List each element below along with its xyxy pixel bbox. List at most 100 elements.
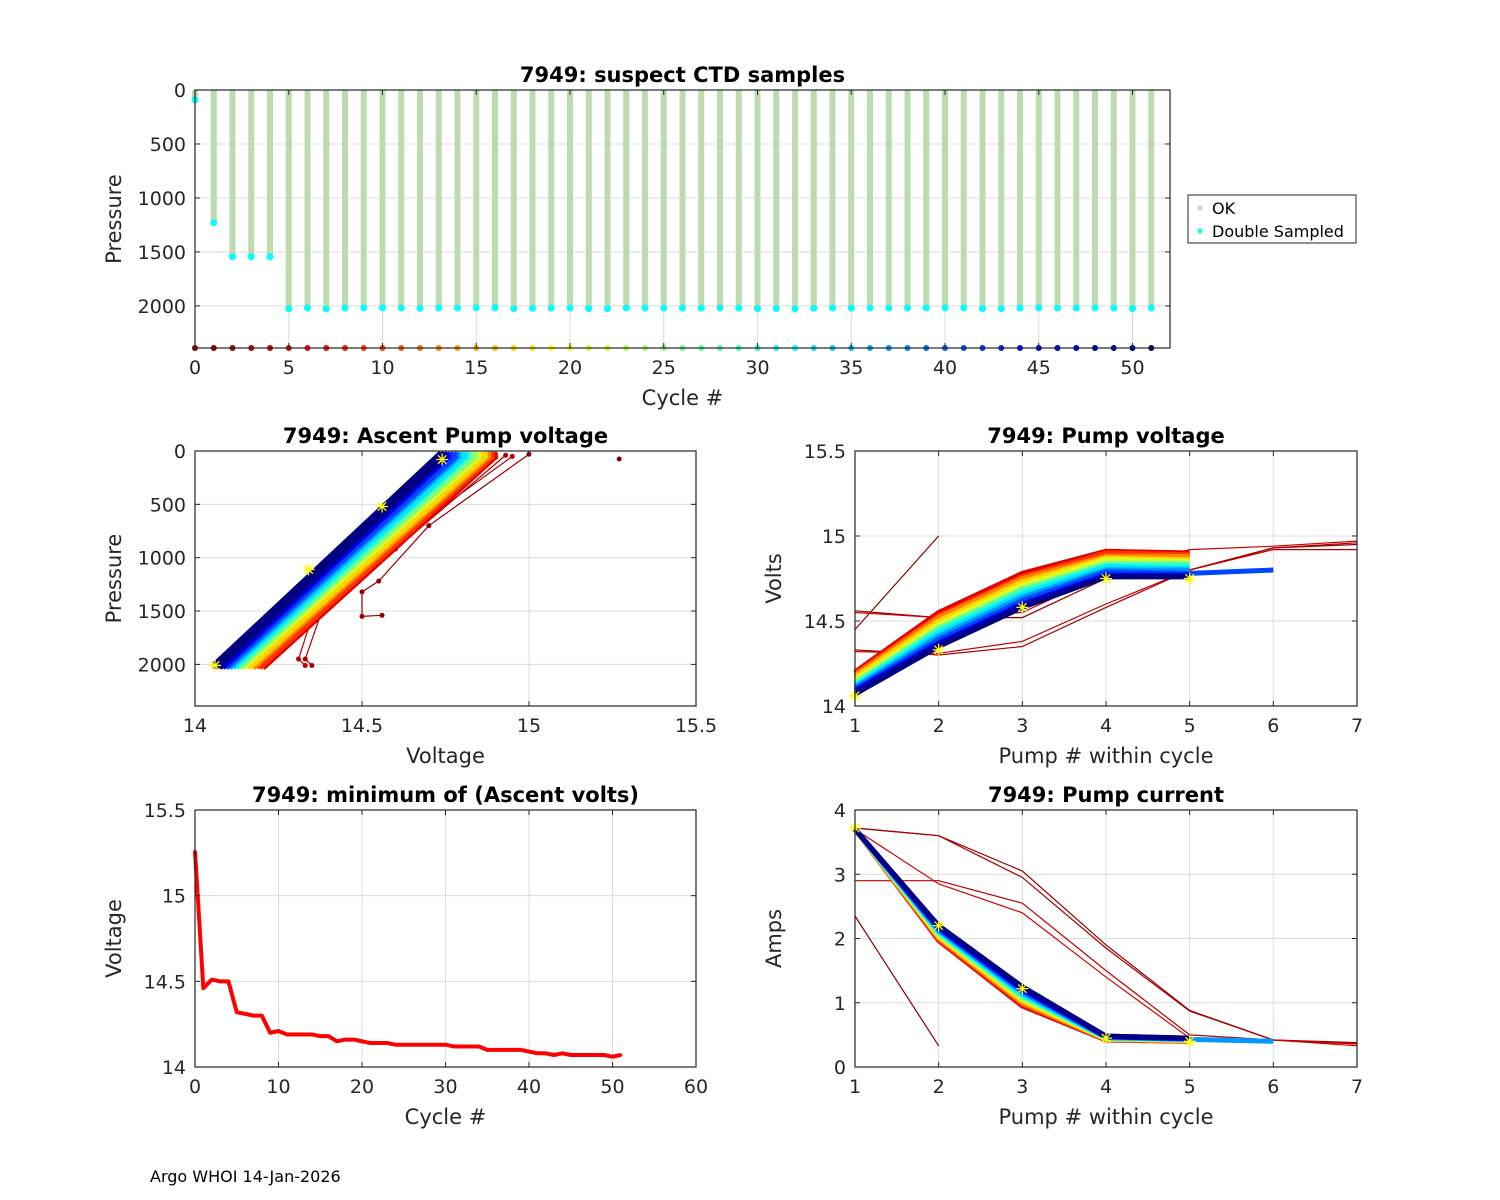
plot-content [191, 90, 1155, 351]
ascent-point [453, 451, 459, 457]
x-tick-label: 30 [745, 357, 769, 379]
ascent-point [483, 451, 489, 457]
double-sampled-point [285, 305, 293, 313]
x-tick-label: 14.5 [341, 715, 383, 737]
double-sampled-point [547, 304, 555, 312]
y-tick-label: 3 [834, 864, 846, 886]
x-tick-label: 4 [1100, 715, 1112, 737]
min-voltage-point [469, 1044, 473, 1048]
min-voltage-point [210, 978, 214, 982]
y-axis-label: Amps [762, 909, 786, 968]
ascent-point [379, 612, 385, 618]
min-voltage-point [377, 1041, 381, 1045]
double-sampled-point [810, 304, 818, 312]
min-voltage-point [427, 1043, 431, 1047]
ascent-point [503, 452, 509, 458]
double-sampled-point [397, 304, 405, 312]
double-sampled-point [641, 304, 649, 312]
min-voltage-point [569, 1053, 573, 1057]
double-sampled-point [1129, 305, 1136, 313]
double-sampled-point [1072, 304, 1080, 312]
min-voltage-line [193, 850, 622, 1059]
min-voltage-point [327, 1034, 331, 1038]
min-voltage-point [268, 1031, 272, 1035]
y-tick-label: 15 [822, 526, 846, 548]
y-tick-label: 14 [162, 1057, 186, 1079]
x-tick-label: 15.5 [675, 715, 717, 737]
double-sampled-point [885, 304, 893, 312]
min-voltage-point [594, 1053, 598, 1057]
x-tick-label: 50 [1120, 357, 1144, 379]
double-sampled-point [360, 304, 368, 312]
x-tick-label: 14 [183, 715, 207, 737]
double-sampled-point [585, 305, 593, 313]
double-sampled-point [341, 304, 349, 312]
min-voltage-point [218, 979, 222, 983]
y-tick-label: 0 [174, 80, 186, 102]
min-voltage-point [418, 1043, 422, 1047]
y-axis-label: Voltage [102, 899, 126, 978]
plot-title: 7949: Pump current [988, 783, 1224, 807]
ascent-point [359, 613, 365, 619]
y-axis-label: Pressure [102, 174, 126, 264]
highlight-star-marker [1183, 572, 1196, 585]
y-tick-label: 1000 [138, 188, 186, 210]
x-tick-label: 3 [1016, 715, 1028, 737]
min-voltage-point [460, 1044, 464, 1048]
double-sampled-point [322, 305, 330, 313]
plot-content [849, 821, 1358, 1048]
min-voltage-point [560, 1051, 564, 1055]
ascent-point [616, 456, 622, 462]
min-voltage-point [619, 1053, 623, 1057]
highlight-star-marker [1183, 1035, 1196, 1048]
double-sampled-point [247, 253, 255, 261]
min-voltage-point [310, 1032, 314, 1036]
plot-content [209, 450, 622, 672]
plot-content [849, 535, 1358, 702]
min-voltage-point [201, 986, 205, 990]
highlight-star-marker [1016, 982, 1029, 995]
x-tick-label: 7 [1351, 715, 1363, 737]
y-tick-label: 14 [822, 696, 846, 718]
min-voltage-point [293, 1032, 297, 1036]
y-tick-label: 1500 [138, 242, 186, 264]
ascent-point [463, 451, 469, 457]
x-tick-label: 0 [189, 1076, 201, 1098]
double-sampled-point [604, 305, 611, 313]
double-sampled-point [266, 253, 274, 261]
y-tick-label: 500 [150, 494, 186, 516]
min-voltage-point [435, 1043, 439, 1047]
x-tick-label: 5 [1184, 715, 1196, 737]
ascent-point [359, 589, 365, 595]
legend-ok-marker [1197, 205, 1203, 211]
highlight-star-marker [1100, 572, 1112, 585]
min-voltage-point [502, 1048, 506, 1052]
double-sampled-point [660, 304, 668, 312]
highlight-star-marker [932, 643, 945, 656]
double-sampled-point [435, 304, 443, 312]
double-sampled-point [510, 305, 518, 313]
legend-double-sampled-marker [1197, 228, 1203, 234]
min-voltage-point [318, 1034, 322, 1038]
plot-title: 7949: minimum of (Ascent volts) [252, 783, 639, 807]
y-tick-label: 15 [162, 886, 186, 908]
double-sampled-point [416, 304, 424, 312]
y-axis-label: Volts [762, 553, 786, 604]
min-voltage-point [585, 1053, 589, 1057]
x-tick-label: 20 [558, 357, 582, 379]
highlight-star-marker [209, 659, 222, 672]
x-axis-label: Pump # within cycle [999, 744, 1214, 768]
plot-ctd: 0 5 10 15 20 25 30 35 40 45 5005001000150020007949… [102, 63, 1171, 410]
ascent-point [509, 453, 515, 459]
double-sampled-point [679, 304, 686, 312]
min-voltage-point [402, 1043, 406, 1047]
double-sampled-point [1110, 304, 1118, 312]
min-voltage-point [285, 1032, 289, 1036]
x-tick-label: 3 [1016, 1076, 1028, 1098]
min-voltage-point [477, 1044, 481, 1048]
min-voltage-point [343, 1038, 347, 1042]
min-voltage-point [385, 1041, 389, 1045]
min-voltage-point [527, 1050, 531, 1054]
double-sampled-point [1147, 304, 1155, 312]
